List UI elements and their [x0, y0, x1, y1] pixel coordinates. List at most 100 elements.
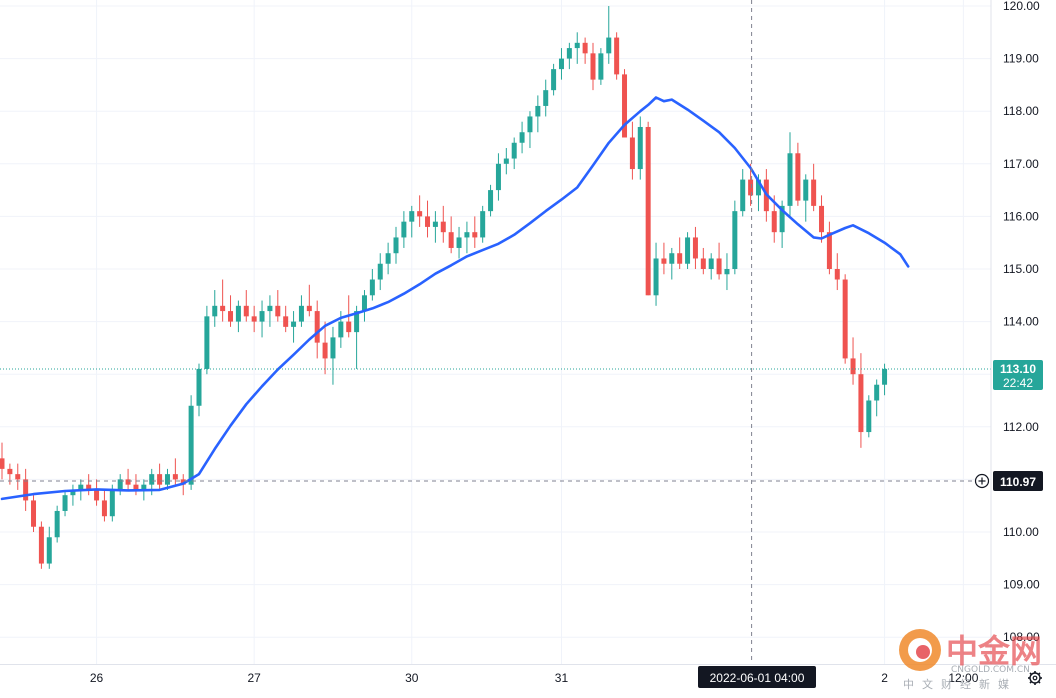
- candle-body: [78, 484, 84, 490]
- candle-body: [267, 305, 273, 312]
- candle-body: [369, 279, 375, 296]
- candle-body: [551, 69, 557, 91]
- crosshair-date-label: 2022-06-01 04:00: [710, 671, 805, 685]
- candle: [432, 211, 438, 243]
- candle: [606, 6, 612, 64]
- candle: [527, 111, 533, 149]
- candle-body: [188, 405, 194, 485]
- time-tick-label: 30: [405, 671, 419, 685]
- candle: [614, 32, 620, 80]
- candle: [629, 121, 635, 180]
- candle-body: [543, 90, 549, 106]
- candle: [212, 290, 218, 327]
- price-tick-label: 108.00: [1003, 630, 1040, 644]
- time-tick-label: 12:00: [948, 671, 978, 685]
- candle: [874, 379, 880, 417]
- candle-body: [645, 126, 651, 296]
- countdown-label: 22:42: [1003, 376, 1033, 390]
- candle: [850, 337, 856, 385]
- candle: [464, 221, 470, 254]
- candle-body: [212, 305, 218, 317]
- candle-body: [425, 216, 431, 227]
- candles: [0, 6, 888, 569]
- candle: [385, 242, 391, 275]
- candle: [708, 253, 714, 280]
- settings-gear-icon[interactable]: [1028, 671, 1042, 685]
- candle: [826, 221, 832, 275]
- crosshair-price-label: 110.97: [1000, 475, 1036, 489]
- candle-body: [614, 37, 620, 75]
- svg-text:中文财经新媒: 中文财经新媒: [903, 677, 1017, 691]
- candle: [732, 200, 738, 275]
- candle-body: [70, 489, 76, 496]
- candle: [330, 326, 336, 385]
- candle: [535, 95, 541, 133]
- candle: [125, 468, 131, 490]
- candle-body: [724, 269, 730, 275]
- candle-body: [228, 311, 234, 322]
- candle: [488, 184, 494, 217]
- candle-body: [243, 305, 249, 317]
- candle-body: [653, 258, 659, 296]
- candle-body: [220, 305, 226, 312]
- candle: [866, 395, 872, 438]
- candle: [369, 269, 375, 301]
- price-tick-label: 118.00: [1003, 104, 1039, 118]
- candle: [598, 48, 604, 85]
- candle-body: [38, 526, 44, 564]
- candle-body: [94, 489, 100, 501]
- candle: [425, 200, 431, 238]
- candle-body: [629, 137, 635, 170]
- candle: [133, 474, 139, 496]
- candle: [882, 363, 888, 396]
- candle: [228, 295, 234, 327]
- candle-body: [101, 500, 107, 517]
- candle-body: [503, 158, 509, 164]
- candle-body: [716, 258, 722, 275]
- candle: [417, 195, 423, 227]
- candle: [283, 305, 289, 333]
- candle-body: [740, 179, 746, 212]
- candle-body: [771, 211, 777, 233]
- candle: [480, 205, 486, 243]
- candle-body: [803, 179, 809, 201]
- candle: [440, 205, 446, 243]
- candle: [661, 242, 667, 275]
- candle-body: [748, 179, 754, 196]
- candle-body: [866, 400, 872, 433]
- candle-body: [606, 37, 612, 54]
- candle-body: [401, 221, 407, 238]
- candle-body: [354, 311, 360, 333]
- candle-body: [377, 263, 383, 280]
- time-axis[interactable]: 26 27 30 31 2 12:00: [90, 671, 979, 685]
- candle: [70, 484, 76, 506]
- candle: [23, 468, 29, 511]
- price-tick-label: 115.00: [1003, 262, 1039, 276]
- price-tick-label: 114.00: [1003, 315, 1039, 329]
- candle: [62, 489, 68, 517]
- candle-body: [495, 163, 501, 191]
- price-tick-label: 112.00: [1003, 420, 1039, 434]
- candle-body: [874, 384, 880, 401]
- cngold-logo-watermark: 中金网 CNGOLD.COM.CN 中文财经新媒: [899, 629, 1042, 691]
- moving-average-line: [0, 96, 910, 501]
- candle: [196, 363, 202, 417]
- candle: [685, 232, 691, 269]
- candle: [645, 121, 651, 296]
- candle: [54, 505, 60, 543]
- svg-text:中金网: 中金网: [946, 632, 1042, 670]
- candle: [314, 300, 320, 359]
- candle: [298, 295, 304, 327]
- candle-body: [432, 221, 438, 227]
- candle-body: [141, 484, 147, 490]
- time-tick-label: 26: [90, 671, 104, 685]
- candle-body: [31, 500, 37, 527]
- candle-body: [582, 42, 588, 54]
- candle: [354, 305, 360, 369]
- price-axis[interactable]: 120.00 119.00 118.00 117.00 116.00 115.00 114.…: [1003, 0, 1040, 644]
- candle: [377, 253, 383, 291]
- candle-body: [708, 258, 714, 269]
- candle-body: [590, 53, 596, 80]
- candle: [700, 247, 706, 275]
